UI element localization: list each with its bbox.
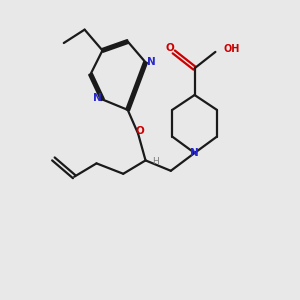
Text: N: N — [146, 57, 155, 67]
Text: N: N — [93, 93, 101, 103]
Text: H: H — [153, 158, 159, 166]
Text: O: O — [135, 126, 144, 136]
Text: O: O — [166, 44, 174, 53]
Text: OH: OH — [224, 44, 240, 54]
Text: N: N — [190, 148, 199, 158]
